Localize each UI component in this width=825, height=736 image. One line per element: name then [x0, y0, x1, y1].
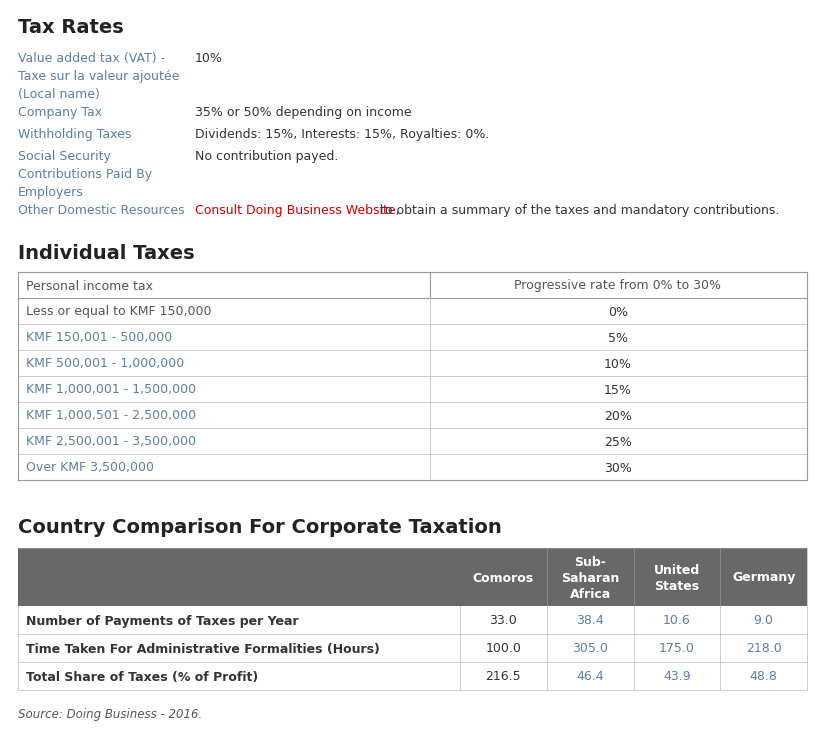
Text: Comoros: Comoros	[473, 571, 534, 584]
Text: 5%: 5%	[608, 331, 628, 344]
Text: Total Share of Taxes (% of Profit): Total Share of Taxes (% of Profit)	[26, 670, 258, 684]
Text: Consult Doing Business Website,: Consult Doing Business Website,	[195, 204, 399, 217]
Text: No contribution payed.: No contribution payed.	[195, 150, 338, 163]
Text: Withholding Taxes: Withholding Taxes	[18, 128, 131, 141]
Text: 10.6: 10.6	[663, 615, 691, 628]
Text: Individual Taxes: Individual Taxes	[18, 244, 195, 263]
Text: 30%: 30%	[604, 461, 632, 475]
Text: Other Domestic Resources: Other Domestic Resources	[18, 204, 185, 217]
Text: Value added tax (VAT) -
Taxe sur la valeur ajoutée
(Local name): Value added tax (VAT) - Taxe sur la vale…	[18, 52, 179, 101]
Text: 100.0: 100.0	[485, 643, 521, 656]
Text: Country Comparison For Corporate Taxation: Country Comparison For Corporate Taxatio…	[18, 518, 502, 537]
Text: 48.8: 48.8	[750, 670, 777, 684]
Text: Social Security
Contributions Paid By
Employers: Social Security Contributions Paid By Em…	[18, 150, 152, 199]
Text: 43.9: 43.9	[663, 670, 691, 684]
Text: Dividends: 15%, Interests: 15%, Royalties: 0%.: Dividends: 15%, Interests: 15%, Royaltie…	[195, 128, 489, 141]
Text: 9.0: 9.0	[754, 615, 774, 628]
Text: 38.4: 38.4	[576, 615, 604, 628]
Text: KMF 500,001 - 1,000,000: KMF 500,001 - 1,000,000	[26, 358, 184, 370]
Text: 305.0: 305.0	[573, 643, 608, 656]
Text: KMF 150,001 - 500,000: KMF 150,001 - 500,000	[26, 331, 172, 344]
Text: KMF 1,000,001 - 1,500,000: KMF 1,000,001 - 1,500,000	[26, 383, 196, 397]
Text: 15%: 15%	[604, 383, 632, 397]
Text: Number of Payments of Taxes per Year: Number of Payments of Taxes per Year	[26, 615, 299, 628]
Text: 33.0: 33.0	[489, 615, 517, 628]
Text: 25%: 25%	[604, 436, 632, 448]
Text: 10%: 10%	[195, 52, 223, 65]
Text: Company Tax: Company Tax	[18, 106, 102, 119]
Text: Personal income tax: Personal income tax	[26, 280, 153, 292]
Text: Sub-
Saharan
Africa: Sub- Saharan Africa	[561, 556, 620, 601]
Text: Time Taken For Administrative Formalities (Hours): Time Taken For Administrative Formalitie…	[26, 643, 380, 656]
Text: 216.5: 216.5	[486, 670, 521, 684]
Text: Over KMF 3,500,000: Over KMF 3,500,000	[26, 461, 154, 475]
Text: 10%: 10%	[604, 358, 632, 370]
Text: 20%: 20%	[604, 409, 632, 422]
Bar	[18, 548, 807, 606]
Text: United
States: United States	[653, 564, 700, 592]
Text: to obtain a summary of the taxes and mandatory contributions.: to obtain a summary of the taxes and man…	[376, 204, 780, 217]
Text: 0%: 0%	[608, 305, 628, 319]
Text: Progressive rate from 0% to 30%: Progressive rate from 0% to 30%	[515, 280, 722, 292]
Text: 175.0: 175.0	[659, 643, 695, 656]
Text: 35% or 50% depending on income: 35% or 50% depending on income	[195, 106, 412, 119]
Text: 218.0: 218.0	[746, 643, 781, 656]
Text: Tax Rates: Tax Rates	[18, 18, 124, 37]
Text: KMF 1,000,501 - 2,500,000: KMF 1,000,501 - 2,500,000	[26, 409, 196, 422]
Text: Source: Doing Business - 2016.: Source: Doing Business - 2016.	[18, 708, 202, 721]
Text: 46.4: 46.4	[577, 670, 604, 684]
Text: Less or equal to KMF 150,000: Less or equal to KMF 150,000	[26, 305, 211, 319]
Text: KMF 2,500,001 - 3,500,000: KMF 2,500,001 - 3,500,000	[26, 436, 196, 448]
Text: Germany: Germany	[732, 571, 795, 584]
